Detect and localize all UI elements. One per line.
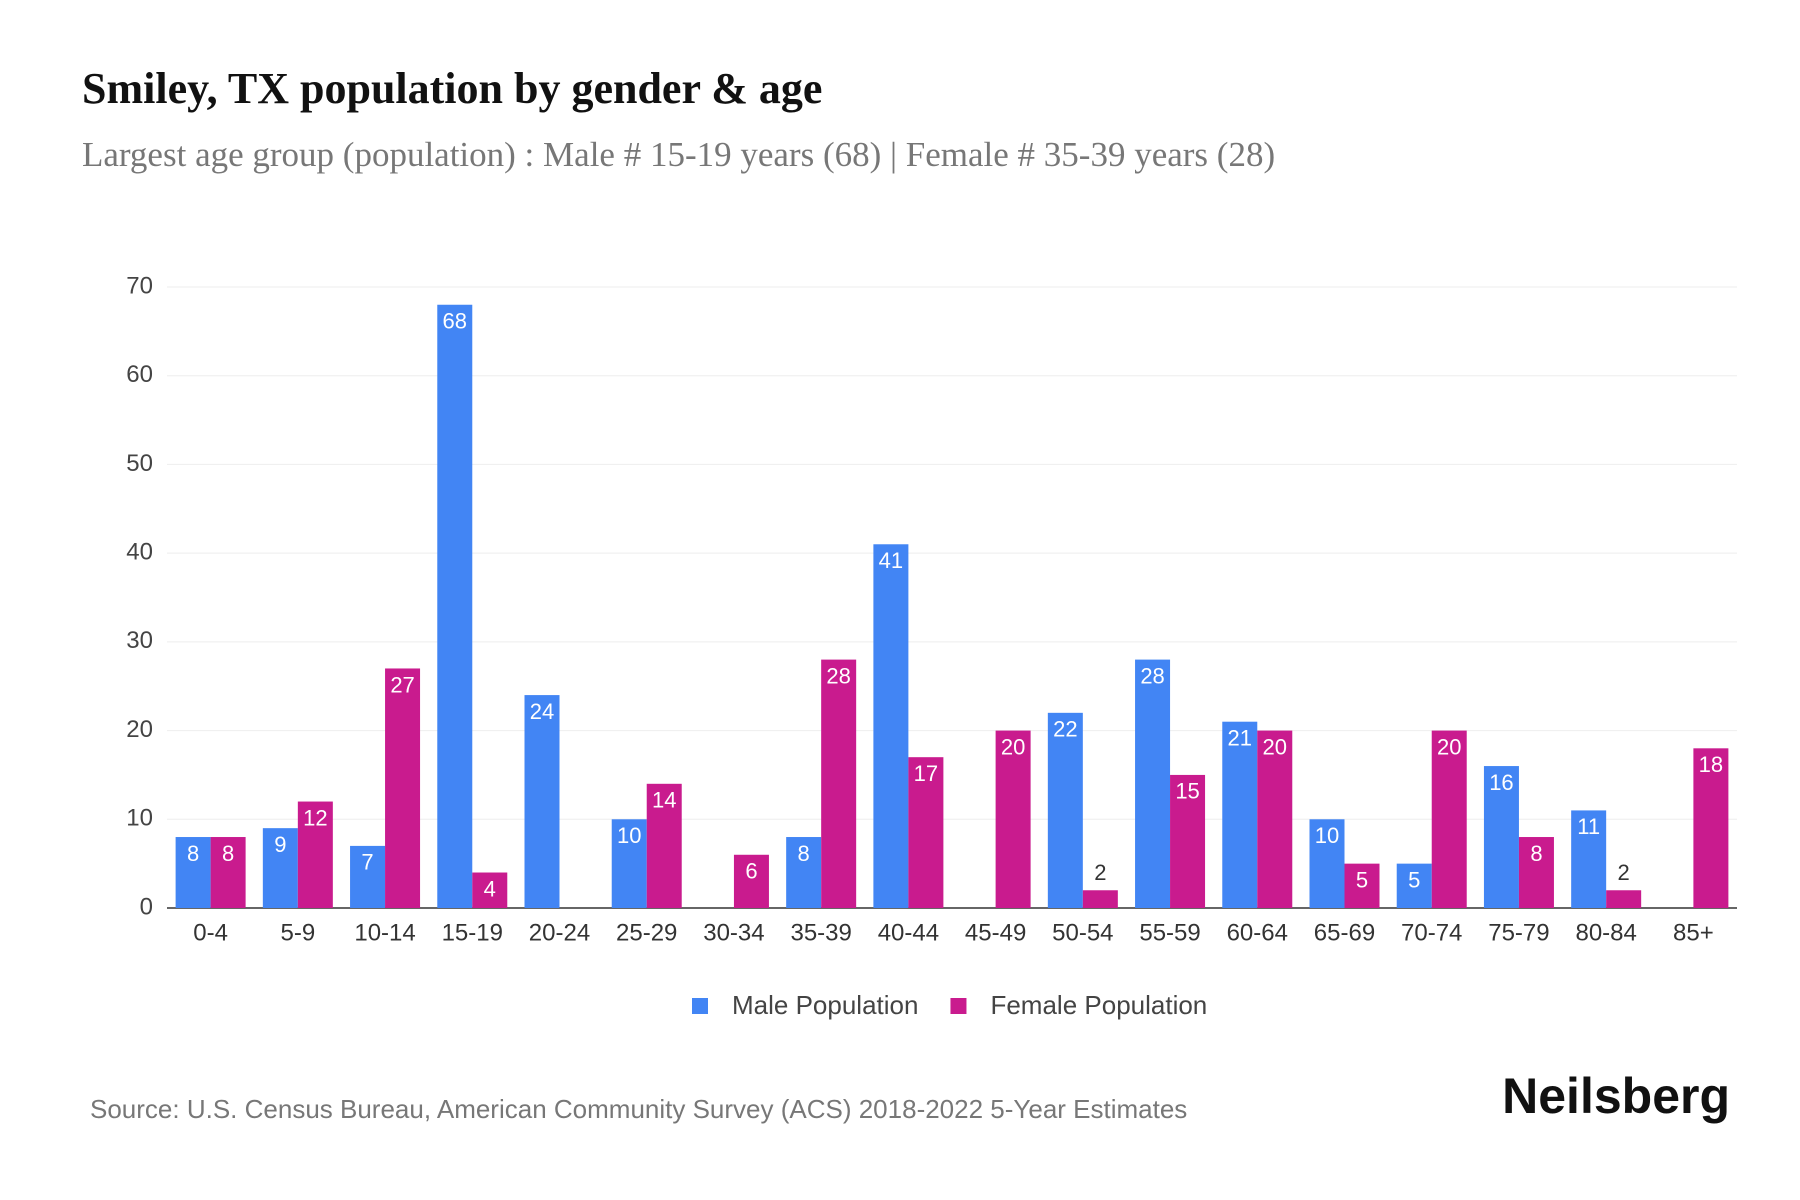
x-tick-label: 25-29 bbox=[616, 919, 677, 946]
bar bbox=[786, 837, 822, 908]
chart-title: Smiley, TX population by gender & age bbox=[82, 64, 822, 113]
data-label: 15 bbox=[1175, 779, 1199, 804]
x-tick-label: 40-44 bbox=[878, 919, 939, 946]
bar bbox=[1082, 890, 1118, 908]
bar bbox=[1309, 819, 1345, 908]
y-tick-label: 60 bbox=[126, 361, 153, 388]
x-tick-label: 70-74 bbox=[1401, 919, 1462, 946]
data-label: 27 bbox=[390, 672, 414, 697]
data-label: 7 bbox=[361, 850, 373, 875]
bar bbox=[1222, 721, 1258, 908]
y-tick-label: 20 bbox=[126, 716, 153, 743]
data-label: 5 bbox=[1356, 867, 1368, 892]
bar bbox=[873, 544, 909, 908]
legend-label: Female Population bbox=[990, 990, 1207, 1020]
data-label: 2 bbox=[1618, 860, 1630, 885]
x-tick-label: 85+ bbox=[1673, 919, 1714, 946]
data-label: 8 bbox=[222, 841, 234, 866]
data-label: 20 bbox=[1263, 734, 1287, 759]
bar bbox=[1606, 890, 1642, 908]
x-tick-label: 0-4 bbox=[193, 919, 228, 946]
legend-label: Male Population bbox=[732, 990, 918, 1020]
bar bbox=[350, 845, 386, 908]
source-note: Source: U.S. Census Bureau, American Com… bbox=[90, 1094, 1187, 1124]
bar bbox=[995, 730, 1031, 908]
bar bbox=[385, 668, 421, 908]
x-tick-label: 50-54 bbox=[1052, 919, 1113, 946]
data-label: 8 bbox=[798, 841, 810, 866]
data-label: 28 bbox=[1140, 663, 1164, 688]
bar bbox=[472, 872, 508, 908]
bar bbox=[908, 757, 944, 908]
y-tick-label: 10 bbox=[126, 805, 153, 832]
data-label: 6 bbox=[745, 859, 757, 884]
data-label: 11 bbox=[1577, 814, 1600, 839]
bar bbox=[611, 819, 647, 908]
y-tick-label: 30 bbox=[126, 627, 153, 654]
bar bbox=[821, 659, 857, 908]
bar bbox=[297, 801, 333, 908]
bar bbox=[175, 837, 211, 908]
y-tick-label: 70 bbox=[126, 272, 153, 299]
bar bbox=[262, 828, 298, 908]
data-label: 14 bbox=[652, 788, 676, 813]
bar bbox=[1170, 774, 1206, 908]
data-label: 8 bbox=[1530, 841, 1542, 866]
bar bbox=[524, 695, 560, 908]
bar bbox=[646, 783, 682, 908]
x-tick-label: 55-59 bbox=[1139, 919, 1200, 946]
x-tick-label: 20-24 bbox=[529, 919, 590, 946]
data-label: 9 bbox=[274, 832, 286, 857]
x-tick-label: 60-64 bbox=[1227, 919, 1288, 946]
bar bbox=[1431, 730, 1467, 908]
data-label: 2 bbox=[1094, 860, 1106, 885]
legend-swatch bbox=[950, 998, 967, 1014]
data-label: 68 bbox=[443, 309, 467, 334]
bar bbox=[1396, 863, 1432, 908]
y-tick-label: 0 bbox=[140, 893, 153, 920]
data-label: 10 bbox=[617, 823, 641, 848]
legend-swatch bbox=[692, 998, 708, 1014]
data-label: 10 bbox=[1315, 823, 1339, 848]
data-label: 4 bbox=[484, 876, 496, 901]
y-tick-label: 40 bbox=[126, 538, 153, 565]
x-tick-label: 75-79 bbox=[1488, 919, 1549, 946]
bar bbox=[1693, 748, 1729, 908]
bar bbox=[1483, 766, 1519, 908]
brand-logo: Neilsberg bbox=[1502, 1068, 1730, 1124]
data-label: 17 bbox=[914, 761, 938, 786]
data-label: 20 bbox=[1437, 734, 1461, 759]
data-label: 5 bbox=[1408, 867, 1420, 892]
x-tick-label: 80-84 bbox=[1575, 919, 1636, 946]
data-label: 20 bbox=[1001, 734, 1025, 759]
data-label: 18 bbox=[1699, 752, 1723, 777]
x-tick-label: 65-69 bbox=[1314, 919, 1375, 946]
x-tick-label: 15-19 bbox=[442, 919, 503, 946]
data-label: 8 bbox=[187, 841, 199, 866]
bar bbox=[1518, 837, 1554, 908]
data-label: 22 bbox=[1053, 717, 1077, 742]
x-tick-label: 35-39 bbox=[790, 919, 851, 946]
bar bbox=[1135, 659, 1171, 908]
x-tick-label: 10-14 bbox=[354, 919, 415, 946]
data-label: 24 bbox=[530, 699, 554, 724]
bar bbox=[733, 854, 769, 908]
data-label: 16 bbox=[1489, 770, 1513, 795]
data-label: 12 bbox=[303, 805, 327, 830]
bar bbox=[1571, 810, 1607, 908]
y-tick-label: 50 bbox=[126, 450, 153, 477]
x-tick-label: 5-9 bbox=[280, 919, 315, 946]
data-label: 28 bbox=[826, 663, 850, 688]
x-tick-label: 30-34 bbox=[703, 919, 764, 946]
x-tick-label: 45-49 bbox=[965, 919, 1026, 946]
bar bbox=[437, 304, 473, 908]
bar bbox=[1344, 863, 1380, 908]
data-label: 41 bbox=[879, 548, 903, 573]
bar bbox=[1047, 712, 1083, 908]
bar bbox=[210, 837, 246, 908]
chart-subtitle: Largest age group (population) : Male # … bbox=[82, 135, 1275, 174]
data-label: 21 bbox=[1228, 726, 1252, 751]
bar bbox=[1257, 730, 1293, 908]
